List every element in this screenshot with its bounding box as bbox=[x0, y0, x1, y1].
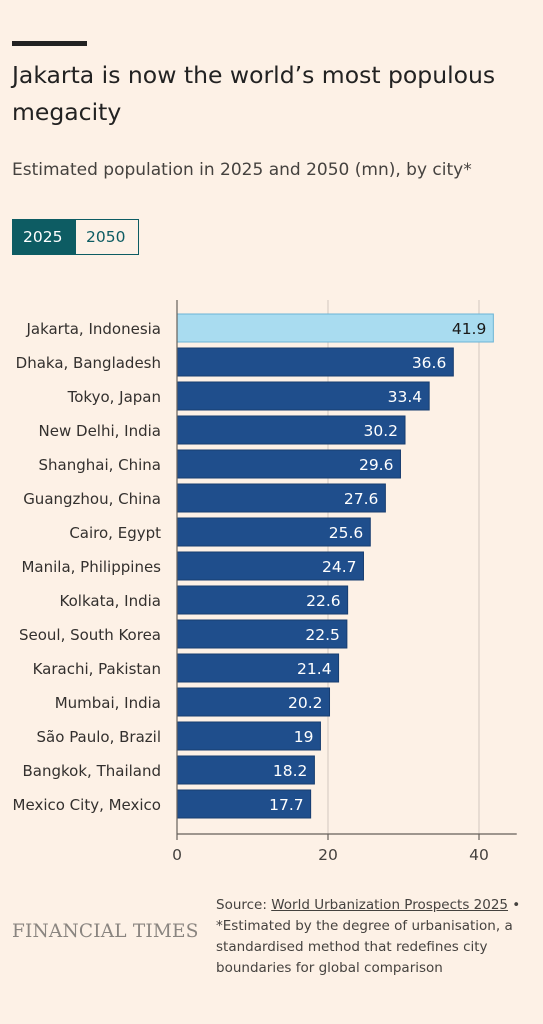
bar-value-label: 22.6 bbox=[306, 592, 341, 610]
category-label: Cairo, Egypt bbox=[69, 524, 161, 542]
bar bbox=[176, 721, 321, 751]
category-label: Mexico City, Mexico bbox=[13, 796, 161, 814]
bar bbox=[176, 381, 430, 411]
bar bbox=[176, 551, 364, 581]
category-label: Manila, Philippines bbox=[21, 558, 161, 576]
bar bbox=[176, 789, 312, 819]
bar-value-label: 33.4 bbox=[388, 388, 423, 406]
bar-value-label: 27.6 bbox=[344, 490, 379, 508]
bar-value-label: 17.7 bbox=[269, 796, 304, 814]
x-tick-label: 0 bbox=[172, 846, 182, 864]
bar-value-label: 41.9 bbox=[452, 320, 487, 338]
category-label: Bangkok, Thailand bbox=[23, 762, 161, 780]
bar-value-label: 19 bbox=[294, 728, 314, 746]
bar bbox=[176, 653, 340, 683]
bar-value-label: 21.4 bbox=[297, 660, 332, 678]
bar-value-label: 24.7 bbox=[322, 558, 357, 576]
x-tick-label: 20 bbox=[318, 846, 338, 864]
chart-subtitle: Estimated population in 2025 and 2050 (m… bbox=[12, 160, 472, 180]
chart-title: Jakarta is now the world’s most populous… bbox=[12, 61, 496, 126]
category-label: Shanghai, China bbox=[39, 456, 162, 474]
ft-logo: FINANCIAL TIMES bbox=[12, 921, 199, 942]
category-label: Mumbai, India bbox=[55, 694, 161, 712]
bar bbox=[176, 313, 494, 343]
methodology-note: *Estimated by the degree of urbanisation… bbox=[216, 918, 513, 976]
bar-value-label: 18.2 bbox=[273, 762, 308, 780]
source-note: Source: World Urbanization Prospects 202… bbox=[216, 895, 536, 979]
bar bbox=[176, 687, 331, 717]
category-label: Seoul, South Korea bbox=[19, 626, 161, 644]
source-suffix: • bbox=[508, 897, 521, 913]
category-label: Kolkata, India bbox=[60, 592, 161, 610]
category-label: Jakarta, Indonesia bbox=[25, 320, 161, 338]
year-toggle[interactable]: 2025 2050 bbox=[12, 219, 139, 255]
bar-value-label: 22.5 bbox=[305, 626, 340, 644]
bar-value-label: 30.2 bbox=[363, 422, 398, 440]
source-link[interactable]: World Urbanization Prospects 2025 bbox=[271, 897, 509, 913]
bar bbox=[176, 483, 386, 513]
x-tick-label: 40 bbox=[469, 846, 489, 864]
bar-value-label: 36.6 bbox=[412, 354, 447, 372]
bar bbox=[176, 619, 348, 649]
bar-value-label: 20.2 bbox=[288, 694, 323, 712]
category-label: Karachi, Pakistan bbox=[33, 660, 161, 678]
bar bbox=[176, 585, 349, 615]
category-label: Tokyo, Japan bbox=[67, 388, 161, 406]
category-label: São Paulo, Brazil bbox=[37, 728, 161, 746]
source-prefix: Source: bbox=[216, 897, 272, 913]
bar-value-label: 25.6 bbox=[329, 524, 364, 542]
title-rule bbox=[12, 41, 87, 46]
bar bbox=[176, 755, 315, 785]
category-label: Guangzhou, China bbox=[23, 490, 161, 508]
tab-2025[interactable]: 2025 bbox=[13, 220, 75, 254]
bar-value-label: 29.6 bbox=[359, 456, 394, 474]
tab-2050[interactable]: 2050 bbox=[75, 220, 138, 254]
bar bbox=[176, 517, 371, 547]
category-label: Dhaka, Bangladesh bbox=[16, 354, 161, 372]
population-bar-chart: 41.9 Jakarta, Indonesia 36.6 Dhaka, Banglad… bbox=[13, 300, 517, 864]
category-label: New Delhi, India bbox=[39, 422, 161, 440]
